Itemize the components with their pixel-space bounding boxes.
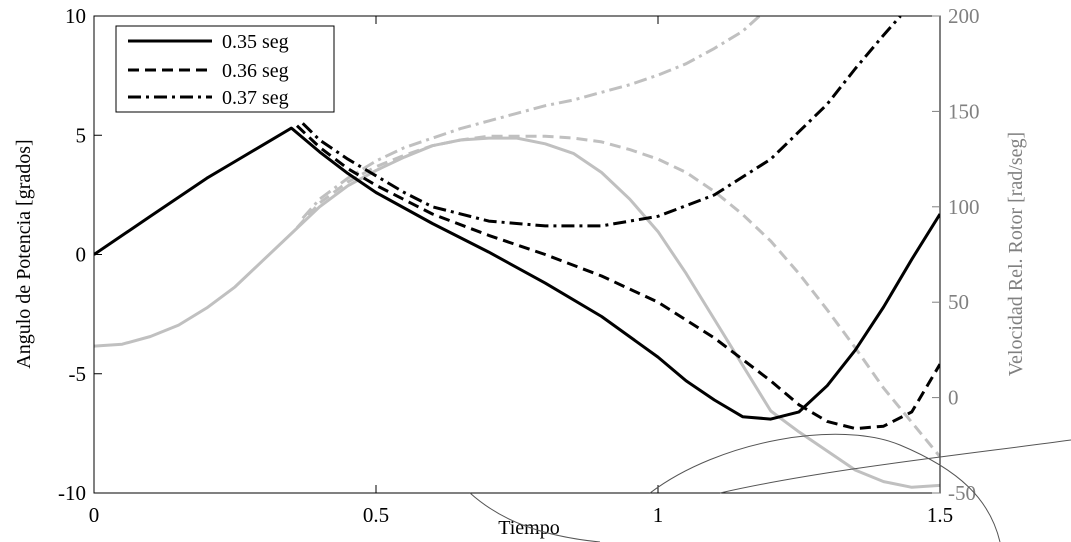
background-arc-lines	[469, 433, 1071, 542]
y-axis-right-label: Velocidad Rel. Rotor [rad/seg]	[1005, 132, 1027, 376]
y-right-tick-label: 0	[948, 386, 959, 410]
legend-label-035: 0.35 seg	[222, 31, 289, 53]
x-axis-label: Tiempo	[498, 517, 560, 539]
y-right-tick-label: -50	[948, 481, 976, 505]
y-right-tick-label: 100	[948, 195, 980, 219]
y-left-tick-label: -10	[58, 481, 86, 505]
x-tick-label: 1.5	[927, 503, 953, 527]
series-line-speed-dashdot	[301, 16, 761, 220]
series-line-speed-dashed	[295, 134, 940, 458]
x-tick-label: 0	[89, 503, 100, 527]
series-layer	[94, 16, 940, 489]
arc-line	[649, 433, 1001, 542]
x-tick-label: 1	[653, 503, 664, 527]
arc-line	[719, 439, 1071, 494]
legend: 0.35 seg 0.36 seg 0.37 seg	[115, 25, 335, 113]
y-right-tick-label: 50	[948, 290, 969, 314]
y-left-tick-label: 0	[76, 243, 87, 267]
series-line-angle-solid	[94, 126, 940, 421]
y-right-tick-label: 150	[948, 99, 980, 123]
y-left-tick-label: 10	[65, 4, 86, 28]
y-axis-left-label: Angulo de Potencia [grados]	[13, 139, 35, 368]
y-left-tick-label: -5	[69, 362, 87, 386]
arc-line	[469, 492, 601, 542]
legend-label-037: 0.37 seg	[222, 87, 289, 109]
y-right-tick-label: 200	[948, 4, 980, 28]
series-line-angle-dashdot	[301, 16, 902, 228]
series-line-speed-solid	[94, 136, 940, 489]
y-left-tick-label: 5	[76, 123, 87, 147]
series-line-angle-dashed	[295, 124, 940, 431]
legend-label-036: 0.36 seg	[222, 60, 289, 82]
x-tick-label: 0.5	[363, 503, 389, 527]
